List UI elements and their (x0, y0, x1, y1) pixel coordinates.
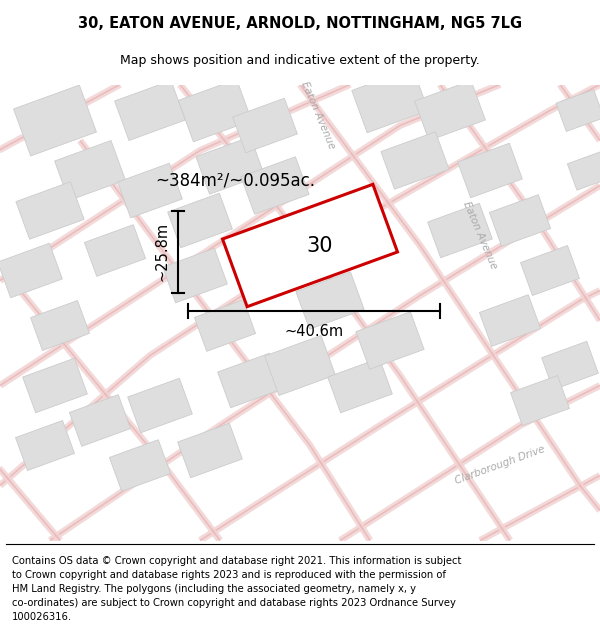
Polygon shape (254, 211, 325, 271)
Polygon shape (218, 353, 283, 408)
Text: 30, EATON AVENUE, ARNOLD, NOTTINGHAM, NG5 7LG: 30, EATON AVENUE, ARNOLD, NOTTINGHAM, NG… (78, 16, 522, 31)
Polygon shape (23, 358, 88, 412)
Polygon shape (118, 163, 182, 217)
Polygon shape (223, 184, 397, 307)
Polygon shape (233, 98, 298, 152)
Text: Eaton Avenue: Eaton Avenue (461, 200, 499, 271)
Polygon shape (0, 243, 62, 298)
Polygon shape (428, 203, 493, 258)
Polygon shape (128, 378, 193, 432)
Text: Clarborough Drive: Clarborough Drive (454, 444, 547, 486)
Polygon shape (16, 182, 84, 239)
Polygon shape (511, 376, 569, 426)
Polygon shape (296, 272, 364, 329)
Polygon shape (241, 157, 309, 214)
Text: 100026316.: 100026316. (12, 611, 72, 621)
Polygon shape (490, 195, 551, 246)
Polygon shape (178, 423, 242, 478)
Text: ~384m²/~0.095ac.: ~384m²/~0.095ac. (155, 171, 315, 189)
Polygon shape (70, 395, 131, 446)
Polygon shape (265, 336, 335, 396)
Text: co-ordinates) are subject to Crown copyright and database rights 2023 Ordnance S: co-ordinates) are subject to Crown copyr… (12, 598, 456, 608)
Polygon shape (356, 312, 424, 369)
Polygon shape (556, 89, 600, 131)
Polygon shape (381, 132, 449, 189)
Polygon shape (194, 300, 256, 351)
Text: HM Land Registry. The polygons (including the associated geometry, namely x, y: HM Land Registry. The polygons (includin… (12, 584, 416, 594)
Polygon shape (115, 81, 185, 141)
Polygon shape (479, 295, 541, 346)
Text: Eaton Avenue: Eaton Avenue (299, 80, 337, 151)
Text: ~40.6m: ~40.6m (284, 324, 344, 339)
Polygon shape (163, 248, 227, 302)
Polygon shape (55, 141, 125, 201)
Text: ~25.8m: ~25.8m (155, 222, 170, 281)
Polygon shape (14, 85, 97, 156)
Polygon shape (352, 68, 428, 132)
Polygon shape (85, 225, 146, 276)
Text: to Crown copyright and database rights 2023 and is reproduced with the permissio: to Crown copyright and database rights 2… (12, 570, 446, 580)
Text: Contains OS data © Crown copyright and database right 2021. This information is : Contains OS data © Crown copyright and d… (12, 556, 461, 566)
Polygon shape (328, 358, 392, 412)
Polygon shape (16, 421, 74, 471)
Polygon shape (167, 193, 232, 248)
Polygon shape (196, 137, 264, 194)
Polygon shape (568, 151, 600, 190)
Text: 30: 30 (307, 236, 333, 256)
Polygon shape (109, 440, 170, 491)
Polygon shape (521, 246, 580, 296)
Polygon shape (31, 301, 89, 351)
Polygon shape (415, 81, 485, 141)
Polygon shape (178, 79, 251, 142)
Text: Map shows position and indicative extent of the property.: Map shows position and indicative extent… (120, 54, 480, 68)
Polygon shape (542, 341, 598, 389)
Polygon shape (458, 143, 523, 198)
